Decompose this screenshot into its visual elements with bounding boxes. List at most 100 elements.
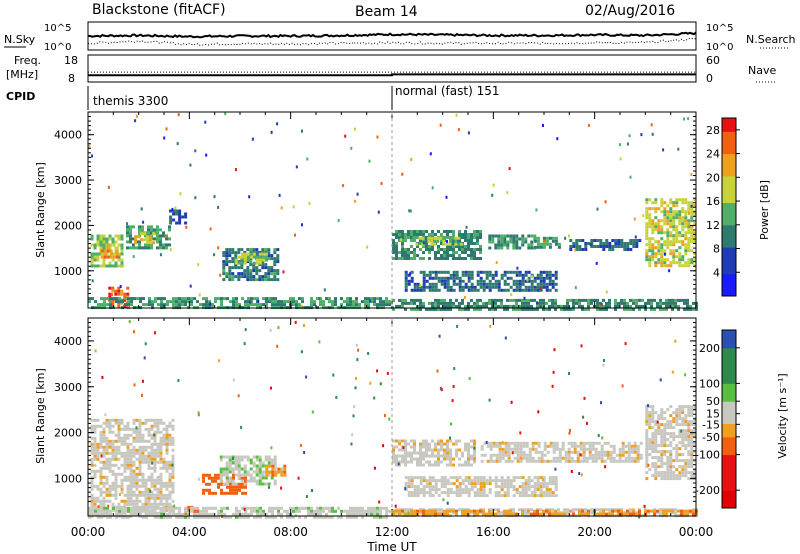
range-gate-cell [419,242,422,245]
y-tick-label: 4000 [54,129,82,142]
range-gate-cell [283,509,286,513]
range-gate-cell [328,509,331,513]
range-gate-cell [355,506,358,510]
range-gate-cell [349,506,352,510]
range-gate-cell [232,488,235,492]
range-gate-cell [132,439,136,443]
range-gate-cell [449,482,453,486]
range-gate-cell [144,481,148,485]
range-gate-cell [629,512,632,516]
range-gate-cell [160,515,163,519]
range-gate-cell [669,420,673,424]
range-gate-cell [497,511,500,515]
range-gate-cell [425,285,429,289]
range-gate-cell [446,479,450,483]
range-gate-cell [156,225,159,229]
range-gate-cell [657,228,661,232]
range-gate-cell [686,301,689,305]
range-gate-cell [102,460,106,464]
range-gate-cell [678,213,682,217]
range-gate-cell [159,460,163,464]
range-gate-cell [536,488,540,492]
range-gate-cell [501,450,505,454]
range-gate-cell [370,297,373,301]
range-gate-cell [99,460,103,464]
range-gate-cell [437,488,441,492]
range-gate-cell [434,509,437,513]
range-gate-cell [219,476,223,480]
range-gate-cell [419,301,422,305]
range-gate-cell [587,298,590,302]
range-gate-cell [663,453,667,457]
range-gate-cell [410,230,413,233]
range-gate-cell [647,511,650,515]
sparse-echo [633,217,636,221]
range-gate-cell [536,509,539,513]
range-gate-cell [539,282,543,286]
range-gate-cell [488,282,492,286]
range-gate-cell [124,515,127,519]
range-gate-cell [437,248,440,251]
range-gate-cell [479,257,482,260]
sparse-echo [596,207,599,211]
range-gate-cell [214,473,217,477]
range-gate-cell [379,303,382,307]
range-gate-cell [105,418,109,422]
range-gate-cell [249,458,253,462]
range-gate-cell [690,471,694,475]
range-gate-cell [150,472,154,476]
range-gate-cell [528,453,532,457]
range-gate-cell [570,444,574,448]
sparse-echo [143,356,146,360]
range-gate-cell [539,298,542,302]
sparse-echo [281,467,284,471]
range-gate-cell [531,459,535,463]
range-gate-cell [600,453,604,457]
sparse-echo [449,436,451,440]
range-gate-cell [512,298,515,302]
range-gate-cell [536,476,540,480]
range-gate-cell [660,477,664,481]
range-gate-cell [132,225,135,229]
range-gate-cell [677,298,680,302]
range-gate-cell [434,273,438,277]
range-gate-cell [156,445,160,449]
range-gate-cell [617,301,620,305]
range-gate-cell [434,304,437,308]
range-gate-cell [267,254,271,258]
range-gate-cell [512,246,516,250]
range-gate-cell [579,447,583,451]
range-gate-cell [208,476,211,480]
range-gate-cell [139,512,142,516]
range-gate-cell [467,451,470,455]
range-gate-cell [410,236,413,239]
range-gate-cell [404,439,407,443]
range-gate-cell [509,482,513,486]
range-gate-cell [141,460,145,464]
range-gate-cell [515,234,519,238]
range-gate-cell [316,515,319,519]
range-gate-cell [548,509,551,513]
range-gate-cell [446,236,449,239]
range-gate-cell [208,515,211,519]
range-gate-cell [407,236,410,239]
range-gate-cell [168,496,172,500]
range-gate-cell [99,445,103,449]
range-gate-cell [410,298,413,302]
range-gate-cell [150,445,154,449]
range-gate-cell [488,237,492,241]
range-gate-cell [283,464,287,468]
range-gate-cell [261,278,265,282]
range-gate-cell [476,491,480,495]
range-gate-cell [638,239,642,242]
range-gate-cell [249,461,253,465]
range-gate-cell [533,512,536,516]
range-gate-cell [135,493,139,497]
range-gate-cell [376,512,379,516]
range-gate-cell [385,303,388,307]
range-gate-cell [168,475,172,479]
range-gate-cell [184,300,187,304]
range-gate-cell [522,456,526,460]
range-gate-cell [518,270,522,274]
noise-tick-high-left: 10^5 [44,23,71,34]
